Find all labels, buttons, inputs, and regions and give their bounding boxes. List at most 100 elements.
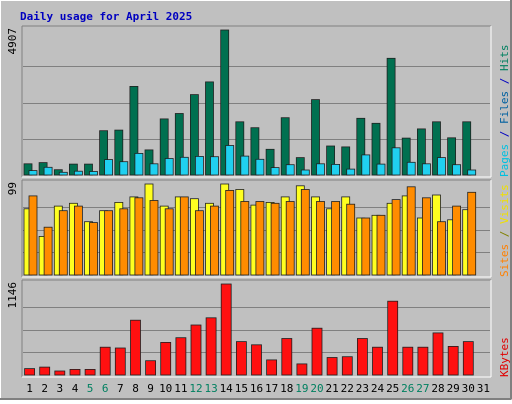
bar-sites-day-20 — [316, 201, 325, 276]
bar-sites-day-8 — [134, 197, 144, 276]
x-tick-label: 12 — [189, 382, 202, 395]
side-label-part: Sites — [498, 244, 511, 277]
bar-sites-day-10 — [164, 208, 174, 276]
x-tick-label: 17 — [265, 382, 278, 395]
x-tick-label: 1 — [26, 382, 33, 395]
bar-sites-day-25 — [391, 199, 401, 276]
x-tick-label: 24 — [371, 382, 385, 395]
bar-sites-day-11 — [179, 196, 189, 276]
bar-pages-day-22 — [346, 168, 356, 176]
bar-hits-day-25 — [386, 57, 396, 176]
x-tick-label: 2 — [41, 382, 48, 395]
bar-sites-day-29 — [452, 205, 462, 276]
bar-kbytes-day-15 — [235, 341, 247, 376]
bar-kbytes-day-17 — [266, 359, 278, 376]
bar-pages-day-17 — [270, 167, 280, 176]
bar-kbytes-day-4 — [69, 368, 81, 376]
bar-hits-day-22 — [341, 146, 351, 176]
bar-hits-day-28 — [432, 121, 441, 176]
x-tick-label: 14 — [220, 382, 234, 395]
bar-sites-day-19 — [300, 189, 310, 276]
bar-hits-day-7 — [114, 129, 124, 176]
bar-pages-day-8 — [134, 152, 144, 176]
x-tick-label: 8 — [132, 382, 139, 395]
bar-hits-day-4 — [69, 163, 78, 176]
bar-pages-day-10 — [164, 158, 174, 176]
bar-pages-day-15 — [240, 155, 250, 176]
bar-kbytes-day-18 — [281, 338, 293, 376]
x-tick-label: 6 — [102, 382, 109, 395]
bar-hits-day-13 — [205, 81, 214, 176]
bar-kbytes-day-16 — [251, 344, 262, 376]
bar-sites-day-12 — [194, 210, 204, 276]
bar-hits-day-14 — [220, 29, 230, 176]
bar-sites-day-13 — [210, 205, 219, 276]
x-tick-label: 15 — [235, 382, 248, 395]
bar-hits-day-12 — [189, 94, 199, 176]
bar-pages-day-24 — [376, 163, 386, 176]
chart-title: Daily usage for April 2025 — [20, 10, 192, 23]
bar-sites-day-16 — [255, 201, 265, 276]
bar-kbytes-day-29 — [447, 345, 459, 376]
bar-hits-day-11 — [174, 113, 184, 176]
bar-sites-day-15 — [240, 201, 250, 276]
bar-sites-day-30 — [467, 191, 477, 276]
bar-kbytes-day-13 — [205, 317, 217, 376]
panel-hits-side-label: Pages / Files / Hits — [498, 45, 511, 178]
bar-pages-day-21 — [331, 163, 341, 176]
bar-kbytes-day-19 — [296, 363, 308, 376]
bar-pages-day-3 — [58, 171, 68, 176]
x-tick-label: 28 — [431, 382, 444, 395]
panel-kbytes-scale-label: 1146 — [6, 282, 19, 309]
bar-hits-day-27 — [416, 128, 426, 176]
bar-hits-day-24 — [371, 122, 381, 176]
bar-pages-day-26 — [406, 161, 416, 176]
bar-kbytes-day-24 — [372, 346, 383, 376]
bar-sites-day-14 — [225, 189, 235, 276]
bar-sites-day-23 — [361, 217, 371, 276]
bar-sites-day-22 — [346, 203, 356, 276]
x-tick-label: 23 — [356, 382, 369, 395]
bar-sites-day-28 — [437, 221, 446, 276]
bar-pages-day-23 — [361, 154, 371, 176]
bar-hits-day-19 — [295, 157, 305, 176]
bar-hits-day-16 — [250, 127, 260, 176]
bar-kbytes-day-11 — [175, 337, 187, 376]
bar-kbytes-day-10 — [160, 341, 172, 376]
x-tick-label: 10 — [159, 382, 172, 395]
bar-pages-day-12 — [194, 155, 204, 176]
bar-sites-day-27 — [421, 197, 431, 276]
bar-pages-day-2 — [43, 166, 53, 176]
bar-kbytes-day-9 — [145, 360, 157, 376]
bar-hits-day-23 — [356, 117, 366, 176]
bar-pages-day-19 — [300, 169, 310, 176]
x-tick-label: 7 — [117, 382, 124, 395]
bar-sites-day-18 — [285, 201, 295, 276]
panel-hits: 4907 Pages / Files / Hits — [6, 25, 511, 178]
bar-kbytes-day-21 — [326, 357, 338, 376]
bar-pages-day-18 — [285, 164, 295, 176]
x-tick-label: 29 — [447, 382, 460, 395]
bar-pages-day-4 — [74, 170, 83, 176]
bar-sites-day-1 — [28, 195, 38, 276]
bar-pages-day-28 — [437, 157, 446, 176]
bar-kbytes-day-8 — [130, 319, 141, 376]
bar-kbytes-day-6 — [99, 346, 111, 376]
bar-sites-day-4 — [74, 205, 83, 276]
x-tick-label: 11 — [174, 382, 187, 395]
x-tick-label: 27 — [416, 382, 429, 395]
bar-hits-day-29 — [447, 137, 457, 176]
x-axis-labels: 1 2 3 4 5 6 7 8 9 10 11 12 13 14 15 16 17 18 19 20 21 22 23 24 2… — [26, 382, 490, 395]
x-tick-label: 18 — [280, 382, 293, 395]
side-label-part: Hits — [498, 45, 511, 72]
bar-kbytes-day-7 — [114, 347, 126, 376]
bar-pages-day-14 — [225, 145, 235, 176]
bar-hits-day-6 — [99, 130, 108, 176]
x-tick-label: 13 — [204, 382, 217, 395]
side-label-part: / — [498, 124, 511, 144]
x-tick-label: 9 — [147, 382, 154, 395]
x-tick-label: 26 — [401, 382, 414, 395]
bar-kbytes-day-30 — [462, 341, 474, 376]
x-tick-label: 4 — [72, 382, 79, 395]
